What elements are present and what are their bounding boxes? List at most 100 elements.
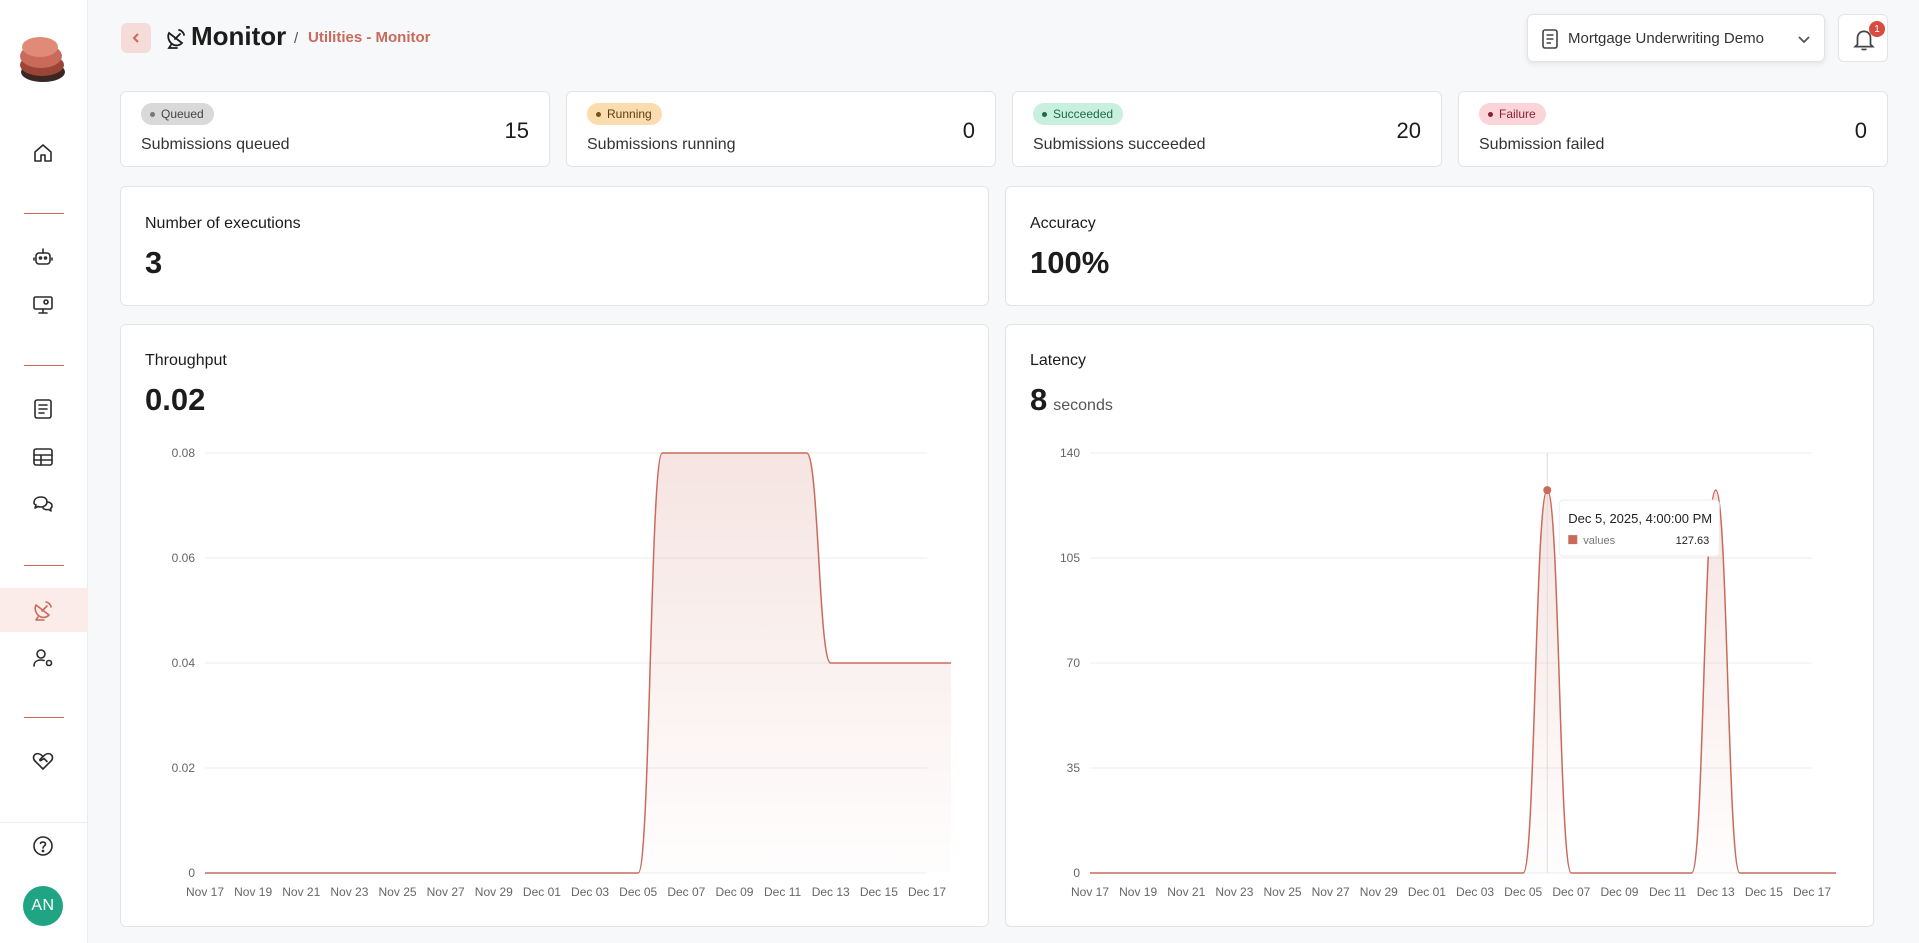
y-tick-label: 0.06	[172, 551, 196, 565]
x-tick-label: Nov 27	[427, 885, 465, 899]
table-icon[interactable]	[29, 443, 57, 471]
header: Monitor / Utilities - Monitor Mortgage U…	[88, 0, 1919, 76]
x-tick-label: Dec 07	[667, 885, 705, 899]
x-tick-label: Dec 17	[908, 885, 946, 899]
data-point-highlight	[1543, 486, 1552, 495]
x-tick-label: Dec 01	[523, 885, 561, 899]
x-tick-label: Dec 05	[619, 885, 657, 899]
x-tick-label: Dec 01	[1408, 885, 1446, 899]
x-tick-label: Dec 09	[715, 885, 753, 899]
status-badge-label: Running	[607, 107, 652, 121]
stat-label: Submission failed	[1479, 136, 1605, 153]
app-logo[interactable]	[18, 32, 68, 84]
tooltip-title: Dec 5, 2025, 4:00:00 PM	[1568, 511, 1712, 526]
stat-value: 20	[1396, 118, 1421, 143]
x-tick-label: Nov 21	[1167, 885, 1205, 899]
x-tick-label: Dec 05	[1504, 885, 1542, 899]
latency-value: 8	[1030, 382, 1048, 417]
chat-icon[interactable]	[29, 491, 57, 519]
panel-title: Throughput	[145, 352, 227, 369]
chevron-left-icon	[132, 33, 139, 43]
user-settings-icon[interactable]	[29, 644, 57, 672]
panel-value: 8 seconds	[1030, 382, 1113, 418]
breadcrumb[interactable]: Utilities - Monitor	[308, 29, 431, 46]
x-tick-label: Nov 29	[475, 885, 513, 899]
latency-unit: seconds	[1053, 397, 1113, 414]
x-tick-label: Dec 15	[860, 885, 898, 899]
x-tick-label: Dec 03	[1456, 885, 1494, 899]
help-icon[interactable]	[29, 832, 57, 860]
page-title: Monitor	[191, 21, 287, 51]
robot-icon[interactable]	[29, 243, 57, 271]
y-tick-label: 0	[1073, 866, 1080, 880]
y-tick-label: 0.08	[172, 446, 196, 460]
x-tick-label: Dec 07	[1552, 885, 1590, 899]
x-tick-label: Dec 11	[764, 885, 801, 899]
x-tick-label: Nov 25	[1264, 885, 1302, 899]
stat-card-running: Running Submissions running 0	[566, 91, 996, 167]
x-tick-label: Nov 21	[282, 885, 320, 899]
bell-icon	[1853, 30, 1875, 51]
tooltip-box	[1558, 499, 1720, 557]
x-tick-label: Dec 09	[1600, 885, 1638, 899]
satellite-dish-icon[interactable]	[29, 596, 57, 624]
stat-card-queued: Queued Submissions queued 15	[120, 91, 550, 167]
stat-label: Submissions running	[587, 136, 736, 153]
status-dot	[596, 111, 601, 117]
status-badge: Failure	[1479, 103, 1546, 125]
satellite-dish-icon	[164, 26, 188, 50]
executions-panel: Number of executions 3	[120, 186, 989, 306]
stat-card-succeeded: Succeeded Submissions succeeded 20	[1012, 91, 1442, 167]
series-area	[1090, 490, 1837, 873]
x-tick-label: Nov 19	[234, 885, 272, 899]
x-tick-label: Nov 27	[1312, 885, 1350, 899]
panel-title: Number of executions	[145, 215, 301, 232]
x-tick-label: Nov 23	[1215, 885, 1253, 899]
monitor-screen-icon[interactable]	[29, 291, 57, 319]
document-icon[interactable]	[29, 395, 57, 423]
notifications-button[interactable]: 1	[1838, 14, 1888, 62]
throughput-chart-svg: 0 0.02 0.04 0.06 0.08 Nov 17 Nov 19 Nov 21 Nov 2…	[172, 446, 952, 899]
nav-divider	[24, 213, 64, 214]
status-badge: Succeeded	[1033, 103, 1124, 125]
x-tick-label: Nov 25	[379, 885, 417, 899]
avatar[interactable]: AN	[23, 886, 63, 926]
stat-value: 0	[1854, 118, 1867, 143]
x-tick-label: Dec 11	[1649, 885, 1686, 899]
home-icon[interactable]	[29, 139, 57, 167]
nav-divider	[24, 717, 64, 718]
project-select-value: Mortgage Underwriting Demo	[1568, 30, 1764, 47]
x-tick-label: Dec 03	[571, 885, 609, 899]
tooltip-series-name: values	[1583, 535, 1615, 547]
y-tick-label: 105	[1060, 551, 1080, 565]
stat-value: 0	[962, 118, 975, 143]
series-line	[1089, 489, 1837, 874]
status-badge: Running	[587, 103, 662, 125]
status-badge: Queued	[141, 103, 214, 125]
project-select[interactable]: Mortgage Underwriting Demo	[1527, 14, 1825, 62]
panel-title: Latency	[1030, 352, 1087, 369]
nav-divider	[24, 365, 64, 366]
stat-value: 15	[504, 118, 529, 143]
latency-chart-svg: 0 35 70 105 140 Nov 17 Nov 19 Nov 21 Nov 23 Nov 2…	[1060, 446, 1837, 899]
y-tick-label: 0.04	[172, 656, 196, 670]
y-tick-label: 0	[188, 866, 195, 880]
tooltip-value: 127.63	[1676, 535, 1710, 547]
heart-handshake-icon[interactable]	[29, 747, 57, 775]
x-tick-label: Nov 17	[186, 885, 224, 899]
panel-value: 0.02	[145, 382, 206, 417]
x-tick-label: Nov 19	[1119, 885, 1157, 899]
x-tick-label: Nov 17	[1071, 885, 1109, 899]
x-tick-label: Nov 29	[1360, 885, 1398, 899]
panel-title: Accuracy	[1030, 215, 1096, 232]
latency-panel: Latency 8 seconds 0 35 70 105 140 Nov 17 Nov 19…	[1005, 324, 1874, 927]
status-dot	[1042, 111, 1047, 117]
status-badge-label: Failure	[1499, 107, 1536, 121]
x-tick-label: Dec 13	[812, 885, 850, 899]
document-icon	[1540, 28, 1560, 50]
stat-label: Submissions queued	[141, 136, 290, 153]
back-button[interactable]	[121, 23, 151, 53]
series-area	[205, 453, 952, 873]
x-tick-label: Nov 23	[330, 885, 368, 899]
nav-divider	[24, 565, 64, 566]
